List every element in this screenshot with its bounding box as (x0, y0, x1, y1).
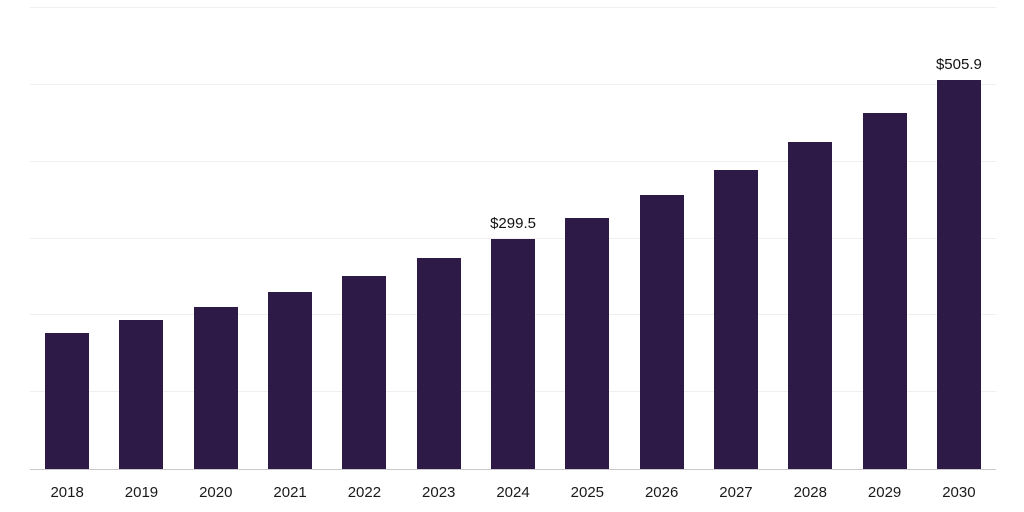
gridline (30, 83, 996, 85)
bar-slot (179, 8, 253, 469)
bar (936, 80, 981, 469)
bar (193, 306, 238, 469)
bar-slot (847, 8, 921, 469)
bar (119, 320, 164, 469)
x-tick-label: 2024 (496, 484, 530, 501)
x-tick-label: 2025 (570, 484, 605, 501)
bar-slot (402, 8, 476, 469)
bar-slot (773, 8, 847, 469)
x-axis: 2018 2019 2020 2021 2022 2023 2024 2025 2026 2027… (30, 470, 996, 512)
bar (45, 332, 90, 469)
bar (565, 217, 610, 469)
gridline (30, 160, 996, 162)
x-tick-label: 2021 (273, 484, 307, 501)
bar-slot: $505.9 (922, 8, 996, 469)
bars-container: $299.5 $505.9 (30, 8, 996, 469)
x-tick-label: 2030 (942, 484, 976, 501)
x-tick-label: 2026 (644, 484, 679, 501)
x-tick-label: 2022 (347, 484, 382, 501)
bar (713, 169, 758, 469)
bar-slot (253, 8, 327, 469)
bar-slot (30, 8, 104, 469)
bar-slot: $299.5 (476, 8, 550, 469)
x-tick-label: 2019 (124, 484, 159, 501)
bar (268, 291, 313, 469)
bar (862, 112, 907, 469)
bar (788, 142, 833, 469)
gridline (30, 7, 996, 8)
x-tick-label: 2018 (50, 484, 84, 501)
bar-slot (327, 8, 401, 469)
plot-area: $299.5 $505.9 (30, 7, 996, 470)
bar-slot (550, 8, 624, 469)
data-label: $299.5 (490, 214, 536, 232)
x-tick-label: 2029 (867, 484, 902, 501)
bar-slot (625, 8, 699, 469)
x-tick-label: 2028 (793, 484, 827, 501)
x-tick-label: 2027 (719, 484, 753, 501)
bar-slot (699, 8, 773, 469)
bar (491, 238, 536, 469)
gridline (30, 237, 996, 239)
bar (342, 275, 387, 469)
bar-slot (104, 8, 178, 469)
x-tick-label: 2023 (422, 484, 456, 501)
x-tick-label: 2020 (199, 484, 233, 501)
data-label: $505.9 (935, 56, 982, 74)
bar (416, 258, 461, 469)
bar (639, 194, 684, 469)
